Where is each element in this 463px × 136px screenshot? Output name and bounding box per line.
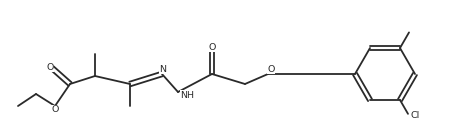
Text: Cl: Cl <box>410 111 419 120</box>
Text: O: O <box>267 64 275 73</box>
Text: O: O <box>208 42 216 52</box>
Text: O: O <box>46 63 54 72</box>
Text: O: O <box>51 106 59 115</box>
Text: NH: NH <box>180 90 194 100</box>
Text: N: N <box>159 64 167 73</box>
